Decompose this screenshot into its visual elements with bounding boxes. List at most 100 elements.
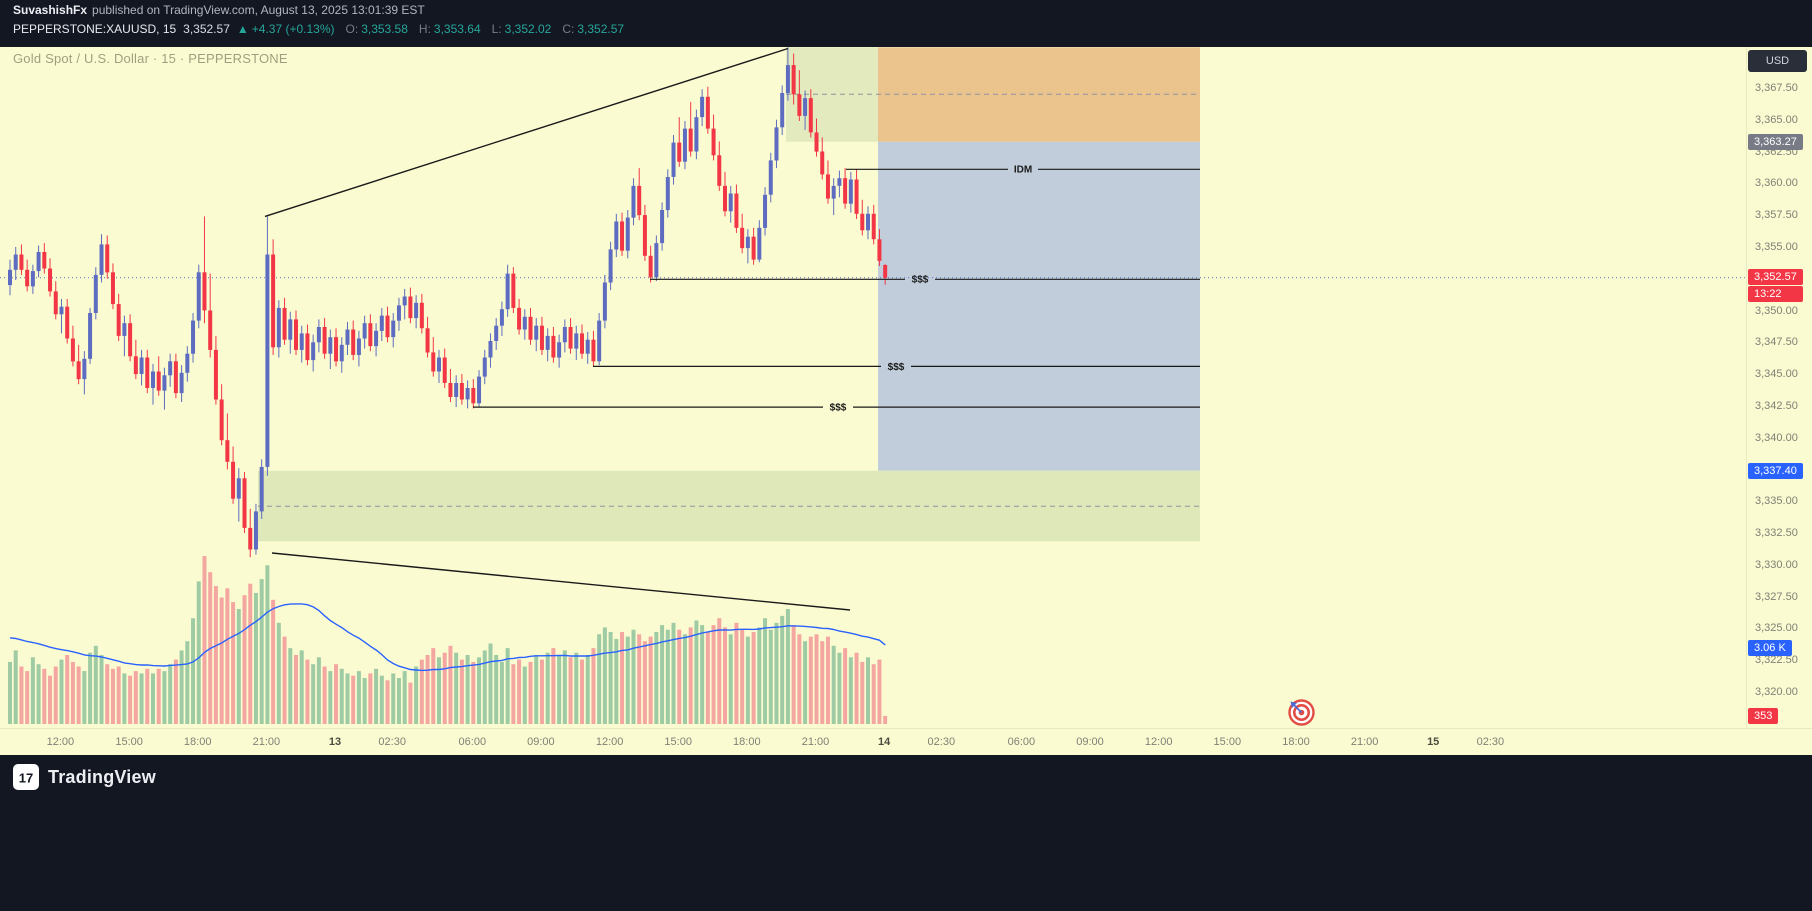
volume-bar [70,661,75,724]
candle-body [42,252,47,269]
candle-body [156,371,161,391]
high-label: H: [418,21,431,36]
candle-body [271,254,276,348]
ray-label: $$$ [888,362,905,373]
candle-body [351,329,356,355]
volume-bar [837,652,842,724]
volume-bar [282,636,287,724]
candle-body [191,320,196,354]
tradingview-logo[interactable]: 17 TradingView [13,764,156,790]
volume-bar [356,671,361,724]
volume-bar [299,650,304,724]
candle-body [59,306,64,315]
volume-bar [225,588,230,724]
candle-body [602,282,607,321]
candle-body [625,217,630,251]
volume-bar [808,636,813,724]
candle-body [825,174,830,199]
volume-bar [236,609,241,724]
volume-bar [877,659,882,724]
volume-bar [688,627,693,724]
time-tick-label: 21:00 [252,736,281,748]
volume-bar [442,652,447,724]
time-axis[interactable]: 12:00 15:00 18:00 21:00 13 02:30 06:00 09:00 12:… [0,728,1812,755]
volume-bar [620,632,625,724]
price-tick-label: 3,322.50 [1755,654,1798,667]
volume-bar [339,668,344,724]
candle-body [328,337,333,354]
volume-bar [631,629,636,724]
candle-body [168,361,173,376]
volume-bar [757,627,762,724]
volume-bar [860,661,865,724]
volume-bar [528,661,533,724]
close-value: 3,352.57 [577,21,625,36]
price-tick-label: 3,347.50 [1755,336,1798,349]
candle-body [717,155,722,186]
candle-body [768,160,773,195]
volume-bar [99,655,104,724]
candle-body [368,323,373,347]
candle-body [311,342,316,361]
volume-bar [334,664,339,724]
volume-bar [311,664,316,724]
candle-body [637,185,642,216]
volume-bar [740,629,745,724]
candle-body [173,361,178,394]
volume-bar [259,579,264,724]
volume-bar [477,657,482,724]
chart-area[interactable]: IDM $$$ $$$ $$$ Gold Spot / U.S. Dollar · 1… [0,47,1812,755]
candle-body [723,185,727,212]
price-tick-label: 3,360.00 [1755,177,1798,190]
ray-label: IDM [1014,165,1032,176]
candle-body [431,352,436,372]
volume-bar [883,715,888,724]
volume-bar [105,664,110,724]
change-arrow-icon: ▲ [236,21,249,36]
volume-bar [814,634,819,724]
candle-body [831,185,836,199]
candle-body [848,179,853,204]
candle-body [53,291,58,315]
footer: 17 TradingView [0,755,1812,911]
candle-body [545,335,550,350]
volume-bar [231,602,236,724]
volume-bar [482,650,487,724]
bar-countdown: 13:22 [1748,285,1803,302]
currency-toggle-button[interactable]: USD [1748,50,1807,72]
volume-bar [551,648,556,724]
candle-body [419,302,424,329]
candle-body [711,128,716,156]
candle-body [757,227,762,260]
volume-bar [196,581,201,724]
candle-body [763,194,768,228]
volume-bar [454,652,459,724]
candle-body [179,372,184,394]
candle-body [414,302,419,319]
candle-body [682,128,687,162]
candle-body [574,333,579,349]
candle-body [488,341,493,358]
volume-bar [122,673,127,724]
price-chart-canvas[interactable]: IDM $$$ $$$ $$$ [0,47,1812,755]
volume-bar [780,615,785,724]
price-axis[interactable]: 3,367.50 3,365.00 3,362.50 3,360.00 3,357.50… [1746,47,1812,728]
price-tick-label: 3,327.50 [1755,590,1798,603]
volume-bar [774,622,779,724]
candle-body [196,272,201,321]
candle-body [345,329,350,345]
candle-body [185,353,190,373]
time-tick-label: 21:00 [801,736,830,748]
price-tick-label: 3,345.00 [1755,368,1798,381]
dartboard-emoji-icon [1288,699,1315,726]
symbol-title: PEPPERSTONE:XAUUSD, 15 [13,21,177,36]
volume-bar [711,625,716,724]
volume-bar [854,652,859,724]
candle-body [671,142,676,177]
volume-bar [499,661,504,724]
candle-body [208,310,213,350]
last-price: 3,352.57 [183,21,230,36]
candle-body [70,338,75,362]
volume-bar [488,643,493,724]
volume-bar [168,664,173,724]
